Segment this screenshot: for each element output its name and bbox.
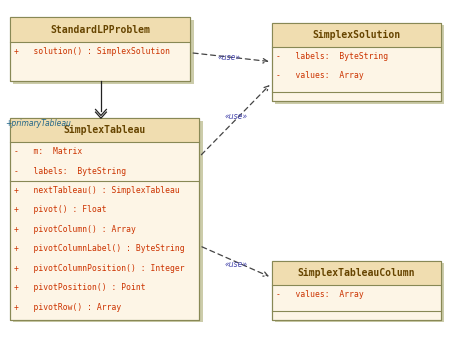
Bar (10, 118, 199, 319)
Bar (10, 118, 199, 319)
Text: StandardLPProblem: StandardLPProblem (50, 25, 150, 35)
Text: +primaryTableau: +primaryTableau (5, 119, 71, 128)
Text: -   values:  Array: - values: Array (276, 71, 364, 80)
Bar (13, 20, 193, 84)
Bar (272, 261, 441, 319)
Bar (275, 263, 444, 322)
Text: «use»: «use» (225, 259, 248, 269)
Text: -   labels:  ByteString: - labels: ByteString (14, 167, 126, 176)
Text: +   pivot() : Float: + pivot() : Float (14, 206, 107, 214)
Bar (13, 121, 202, 322)
Text: SimplexTableauColumn: SimplexTableauColumn (298, 268, 415, 278)
Bar (10, 18, 190, 81)
Bar (275, 25, 444, 104)
Text: SimplexSolution: SimplexSolution (312, 30, 400, 40)
Text: +   pivotPosition() : Point: + pivotPosition() : Point (14, 283, 146, 292)
Bar (272, 23, 441, 101)
Text: -   labels:  ByteString: - labels: ByteString (276, 52, 388, 61)
Text: +   nextTableau() : SimplexTableau: + nextTableau() : SimplexTableau (14, 186, 180, 195)
Text: +   pivotColumnPosition() : Integer: + pivotColumnPosition() : Integer (14, 264, 185, 273)
Text: +   pivotRow() : Array: + pivotRow() : Array (14, 303, 121, 312)
Bar (272, 23, 441, 47)
Bar (272, 261, 441, 285)
Bar (10, 18, 190, 81)
Text: +   pivotColumnLabel() : ByteString: + pivotColumnLabel() : ByteString (14, 244, 185, 253)
Bar (272, 261, 441, 319)
Bar (10, 18, 190, 42)
Text: «use»: «use» (225, 112, 248, 121)
Bar (272, 23, 441, 101)
Text: +   pivotColumn() : Array: + pivotColumn() : Array (14, 225, 136, 234)
Text: -   m:  Matrix: - m: Matrix (14, 147, 82, 156)
Text: -   values:  Array: - values: Array (276, 290, 364, 299)
Bar (10, 118, 199, 142)
Text: «use»: «use» (217, 53, 241, 62)
Text: SimplexTableau: SimplexTableau (63, 125, 146, 135)
Text: +   solution() : SimplexSolution: + solution() : SimplexSolution (14, 47, 170, 56)
